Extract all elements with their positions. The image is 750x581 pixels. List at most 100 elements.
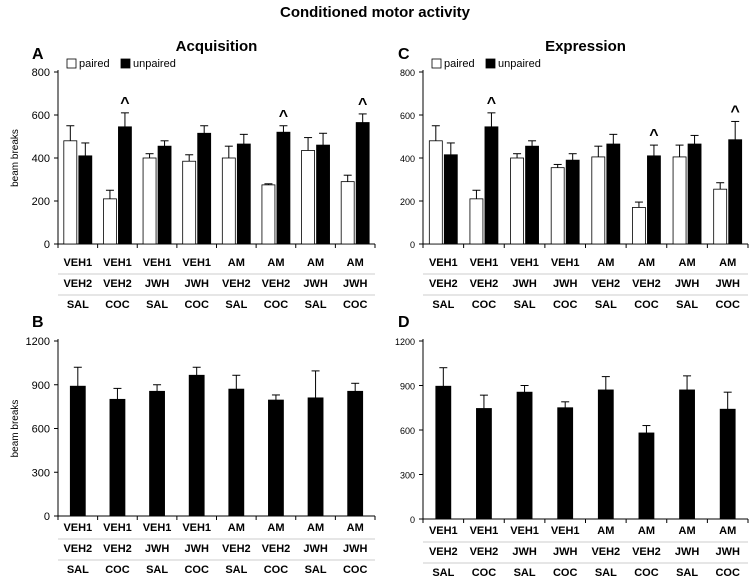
category-label: VEH1 [182,257,211,269]
significance-marker: ^ [487,95,496,112]
bar [516,391,533,520]
category-label: SAL [67,564,89,576]
category-label: VEH2 [429,546,458,558]
y-tick-label: 900 [32,380,50,392]
category-label: VEH1 [510,257,539,269]
category-label: COC [634,299,659,311]
category-label: AM [267,257,284,269]
bar [687,143,702,245]
category-label: VEH1 [429,525,458,537]
category-label: COC [105,299,130,311]
category-label: JWH [184,278,209,290]
category-label: AM [638,525,655,537]
bar [316,144,330,245]
y-axis-label: beam breaks [10,129,21,187]
category-label: VEH2 [470,546,499,558]
bar [69,385,86,517]
category-label: JWH [303,278,328,290]
category-label: VEH2 [63,278,92,290]
bar [679,389,695,520]
bar [428,140,443,245]
bar [647,155,661,245]
category-label: JWH [184,543,209,555]
category-label: VEH1 [63,522,92,534]
y-tick-label: 400 [400,154,415,164]
category-label: VEH2 [591,278,620,290]
bar [347,390,364,517]
significance-marker: ^ [649,127,658,144]
y-tick-label: 0 [410,515,415,525]
category-label: COC [472,567,497,579]
category-label: AM [679,525,696,537]
category-label: COC [343,564,368,576]
category-label: AM [347,257,364,269]
legend-label: paired [444,58,475,70]
y-tick-label: 200 [32,196,50,208]
bar [149,390,165,517]
category-label: COC [634,567,659,579]
bar [435,385,452,520]
bar [672,156,687,245]
category-label: VEH2 [63,543,92,555]
category-label: VEH1 [182,522,211,534]
category-label: JWH [145,543,170,555]
legend-swatch [66,58,77,69]
y-axis-label: beam breaks [10,400,21,458]
category-label: SAL [146,299,168,311]
category-label: SAL [305,564,327,576]
category-label: VEH2 [103,543,132,555]
category-label: COC [184,564,209,576]
category-label: SAL [676,567,698,579]
category-label: AM [597,257,614,269]
bar [103,198,117,245]
bar [109,398,126,517]
category-label: COC [264,299,289,311]
bar [525,145,539,245]
category-label: JWH [512,546,537,558]
bar [340,181,355,245]
legend-label: unpaired [133,58,176,70]
bar [469,198,484,245]
category-label: COC [264,564,289,576]
category-label: VEH1 [103,257,132,269]
category-label: SAL [595,567,617,579]
y-tick-label: 1200 [395,337,415,347]
category-label: SAL [225,564,247,576]
panel-letter: C [398,46,410,63]
panel-title: Acquisition [176,38,258,55]
bar [713,188,728,245]
category-label: SAL [305,299,327,311]
bar [591,156,606,245]
y-tick-label: 800 [32,67,50,79]
legend-label: paired [79,58,110,70]
category-label: SAL [67,299,89,311]
category-label: JWH [553,546,578,558]
category-label: VEH2 [262,278,291,290]
category-label: COC [553,299,578,311]
category-label: AM [679,257,696,269]
category-label: VEH2 [591,546,620,558]
bar [268,399,284,517]
category-label: AM [307,257,324,269]
category-label: AM [307,522,324,534]
category-label: COC [343,299,368,311]
category-label: SAL [432,567,454,579]
category-label: VEH2 [222,278,251,290]
bar [550,167,565,245]
y-tick-label: 0 [44,239,50,251]
category-label: SAL [432,299,454,311]
y-tick-label: 600 [32,424,50,436]
category-label: VEH1 [143,257,172,269]
category-label: VEH1 [63,257,92,269]
bar [276,131,291,245]
legend-swatch [120,58,131,69]
y-tick-label: 1200 [26,336,50,348]
y-tick-label: 900 [400,382,415,392]
bar [443,154,458,245]
category-label: COC [105,564,130,576]
category-label: COC [715,567,740,579]
category-label: JWH [145,278,170,290]
bar [557,407,574,520]
bar [188,374,205,517]
bar [632,207,646,245]
